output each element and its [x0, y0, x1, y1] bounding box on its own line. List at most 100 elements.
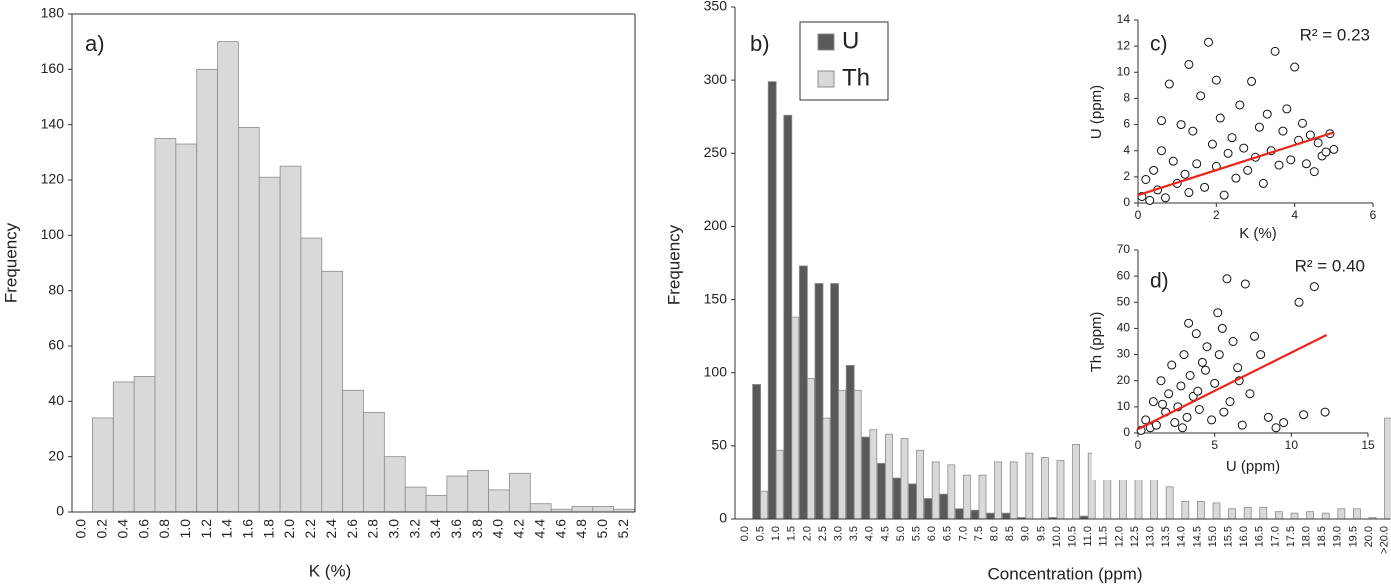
point: [1245, 389, 1255, 399]
bar: [807, 378, 815, 520]
point: [1231, 173, 1241, 183]
bar: [529, 503, 552, 513]
x-tick-label: 1.0: [770, 526, 782, 541]
point: [1279, 418, 1289, 428]
trendline: [1137, 333, 1328, 431]
bar: [1384, 417, 1391, 520]
point: [1141, 174, 1151, 184]
y-axis-title: Frequency: [1, 222, 20, 303]
bar: [799, 265, 808, 520]
bar: [446, 475, 469, 513]
bar: [592, 506, 615, 513]
y-axis-title: U (ppm): [1088, 85, 1105, 139]
bar: [1072, 443, 1080, 520]
bar: [112, 381, 135, 513]
point: [1282, 104, 1292, 114]
bar: [1041, 457, 1049, 520]
bar: [279, 165, 302, 513]
point: [1225, 397, 1235, 407]
x-tick-label: 4.5: [879, 526, 891, 541]
bar: [1165, 486, 1174, 520]
point: [1274, 160, 1284, 170]
x-tick-label: 5: [1211, 438, 1218, 452]
bar: [1321, 512, 1330, 520]
bar: [970, 509, 980, 520]
point: [1309, 282, 1319, 292]
x-tick-label: 0.0: [73, 519, 89, 539]
x-tick-label: 0.8: [156, 519, 172, 539]
y-tick-label: 300: [704, 71, 728, 87]
point: [1228, 337, 1238, 346]
y-tick-label: 2: [1123, 169, 1130, 183]
x-tick-label: 13.0: [1145, 526, 1157, 547]
legend-swatch: [817, 70, 835, 88]
x-axis-title: K (%): [1239, 225, 1277, 242]
x-tick-label: 1.2: [198, 519, 214, 539]
bar: [869, 429, 878, 520]
point: [1213, 308, 1223, 318]
bar: [92, 417, 114, 513]
point: [1254, 122, 1264, 132]
point: [1258, 178, 1268, 188]
bar: [752, 384, 761, 520]
bar: [1337, 508, 1346, 520]
x-tick-label: 19.5: [1347, 526, 1359, 547]
y-tick-label: 250: [704, 144, 728, 160]
point: [1243, 165, 1253, 175]
y-tick-label: 200: [704, 217, 728, 233]
point: [1197, 357, 1207, 367]
bar: [571, 506, 594, 513]
x-tick-label: 6: [1370, 208, 1377, 222]
point: [1196, 91, 1206, 101]
bar: [760, 490, 768, 520]
x-tick-label: 0.4: [114, 519, 130, 539]
x-tick-label: 13.5: [1160, 526, 1172, 547]
x-tick-label: 0.0: [739, 526, 751, 541]
x-tick-label: 5.0: [594, 519, 610, 539]
point: [1294, 297, 1304, 307]
y-tick-label: 40: [48, 392, 64, 408]
y-tick-label: 20: [1117, 373, 1131, 387]
x-tick-label: 4.4: [531, 519, 547, 539]
y-tick-label: 160: [41, 60, 65, 76]
x-tick-label: 11.5: [1098, 526, 1110, 547]
point: [1215, 113, 1225, 123]
x-tick-label: 3.0: [385, 519, 401, 539]
point: [1184, 318, 1194, 328]
x-tick-label: 5.0: [895, 526, 907, 541]
point: [1298, 118, 1307, 128]
bar: [791, 316, 800, 520]
x-tick-label: 6.5: [942, 526, 954, 541]
x-tick-label: 9.0: [1020, 526, 1032, 541]
x-tick-label: 3.4: [427, 519, 443, 539]
x-tick-label: 7.0: [957, 526, 969, 541]
point: [1157, 116, 1166, 126]
bar: [822, 417, 831, 520]
point: [1222, 274, 1232, 284]
y-tick-label: 70: [1117, 242, 1131, 256]
bar: [217, 41, 239, 513]
trendline: [1137, 131, 1335, 197]
x-tick-label: >20.0: [1379, 526, 1391, 554]
y-tick-label: 40: [1117, 321, 1131, 335]
bar: [775, 449, 784, 520]
bar: [300, 237, 323, 513]
point: [1200, 182, 1210, 192]
x-tick-label: 2.8: [365, 519, 381, 539]
bar: [830, 283, 839, 520]
point: [1227, 133, 1237, 143]
y-tick-label: 0: [56, 503, 64, 519]
bar: [947, 464, 956, 520]
x-tick-label: 15.5: [1223, 526, 1235, 547]
point: [1204, 37, 1213, 47]
bar: [885, 433, 893, 520]
point: [1313, 138, 1323, 148]
x-tick-label: 4.8: [573, 519, 589, 539]
point: [1151, 420, 1161, 430]
x-tick-label: 5.5: [911, 526, 923, 541]
y-tick-label: 60: [48, 337, 64, 353]
x-tick-label: 11.0: [1082, 526, 1094, 547]
x-tick-label: 1.6: [240, 519, 256, 539]
x-tick-label: 2.5: [817, 526, 829, 541]
point: [1250, 331, 1260, 341]
